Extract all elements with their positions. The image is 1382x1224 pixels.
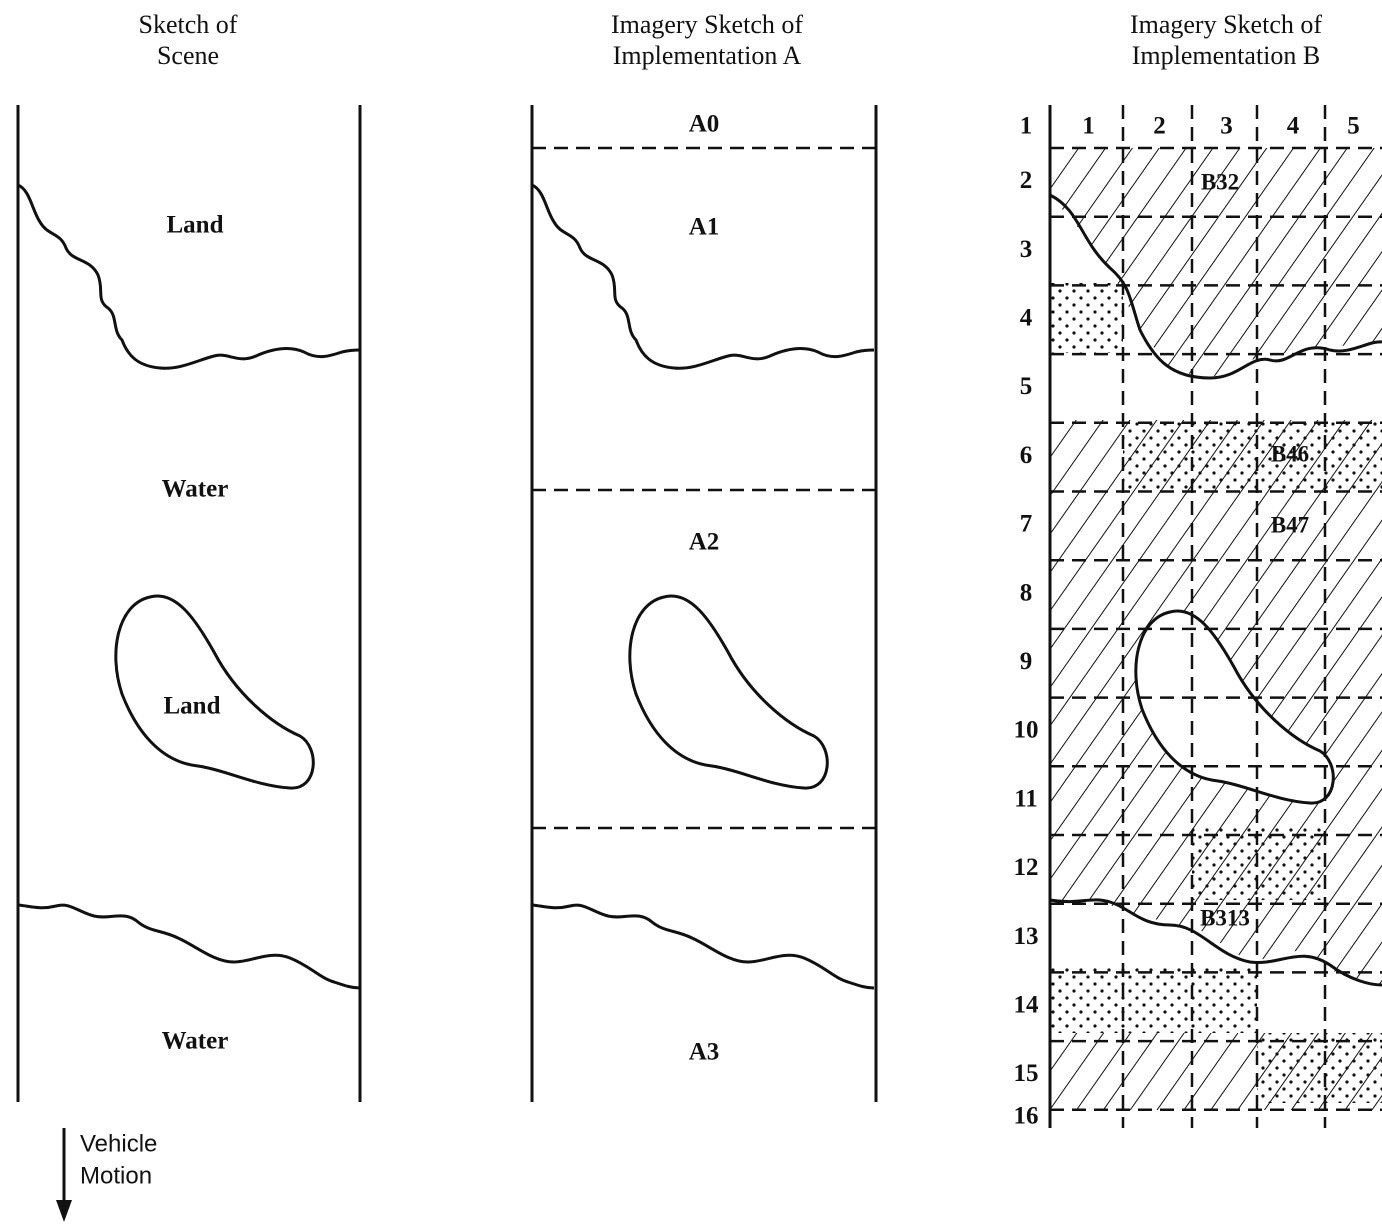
row-number: 16 [1014,1103,1039,1130]
motion-arrowhead [56,1200,72,1222]
region-label: Water [162,476,229,503]
title-line: Sketch of [139,10,238,39]
column-number: 3 [1220,113,1233,140]
panel-b: Imagery Sketch of Implementation B 12345… [1014,10,1382,1130]
cell-label: B313 [1200,905,1250,930]
row-number: 12 [1014,854,1039,881]
motion-label: Motion [80,1162,152,1189]
dotted-cell [1050,965,1257,1033]
coastline [1049,898,1382,987]
island [628,594,829,790]
row-number: 11 [1014,785,1038,812]
motion-label: Vehicle [80,1130,157,1157]
region-label: Water [162,1028,229,1055]
row-number: 1 [1020,113,1033,140]
title-line: Scene [157,41,219,70]
row-number: 9 [1020,648,1033,675]
panel-a: Imagery Sketch of Implementation A A0 A1… [530,10,878,1102]
cell-label: B47 [1271,512,1309,537]
column-number: 2 [1153,113,1166,140]
column-number: 4 [1287,113,1300,140]
region-label: Land [167,212,224,239]
row-number: 13 [1014,923,1039,950]
dotted-cell [1050,283,1123,353]
title-line: Imagery Sketch of [1130,10,1322,39]
row-number: 7 [1020,511,1033,538]
row-number: 14 [1014,991,1040,1018]
row-number: 4 [1020,304,1033,331]
frame-label: A2 [689,529,720,556]
title-line: Implementation A [613,41,802,70]
coastline [16,903,362,990]
column-number: 1 [1082,113,1095,140]
water-blank [1050,195,1382,420]
coastline [530,903,876,990]
row-number: 10 [1014,717,1039,744]
cell-label: B46 [1271,441,1309,466]
dotted-cell [1257,1033,1382,1103]
region-label: Land [164,693,221,720]
column-number: 5 [1347,113,1360,140]
row-number: 5 [1020,373,1033,400]
cell-label: B32 [1201,169,1239,194]
row-number: 2 [1020,167,1033,194]
title-line: Imagery Sketch of [611,10,803,39]
frame-label: A0 [689,111,720,138]
panel-scene: Sketch of Scene Land Water Land Water Ve… [16,10,362,1222]
row-number: 15 [1014,1060,1039,1087]
title-line: Implementation B [1132,41,1320,70]
dotted-cell [1123,420,1382,490]
coastline [530,183,876,370]
row-number: 8 [1020,579,1033,606]
row-number: 6 [1020,442,1033,469]
frame-label: A1 [689,214,720,241]
coastline [1049,193,1382,380]
frame-label: A3 [689,1039,720,1066]
row-number: 3 [1020,236,1033,263]
